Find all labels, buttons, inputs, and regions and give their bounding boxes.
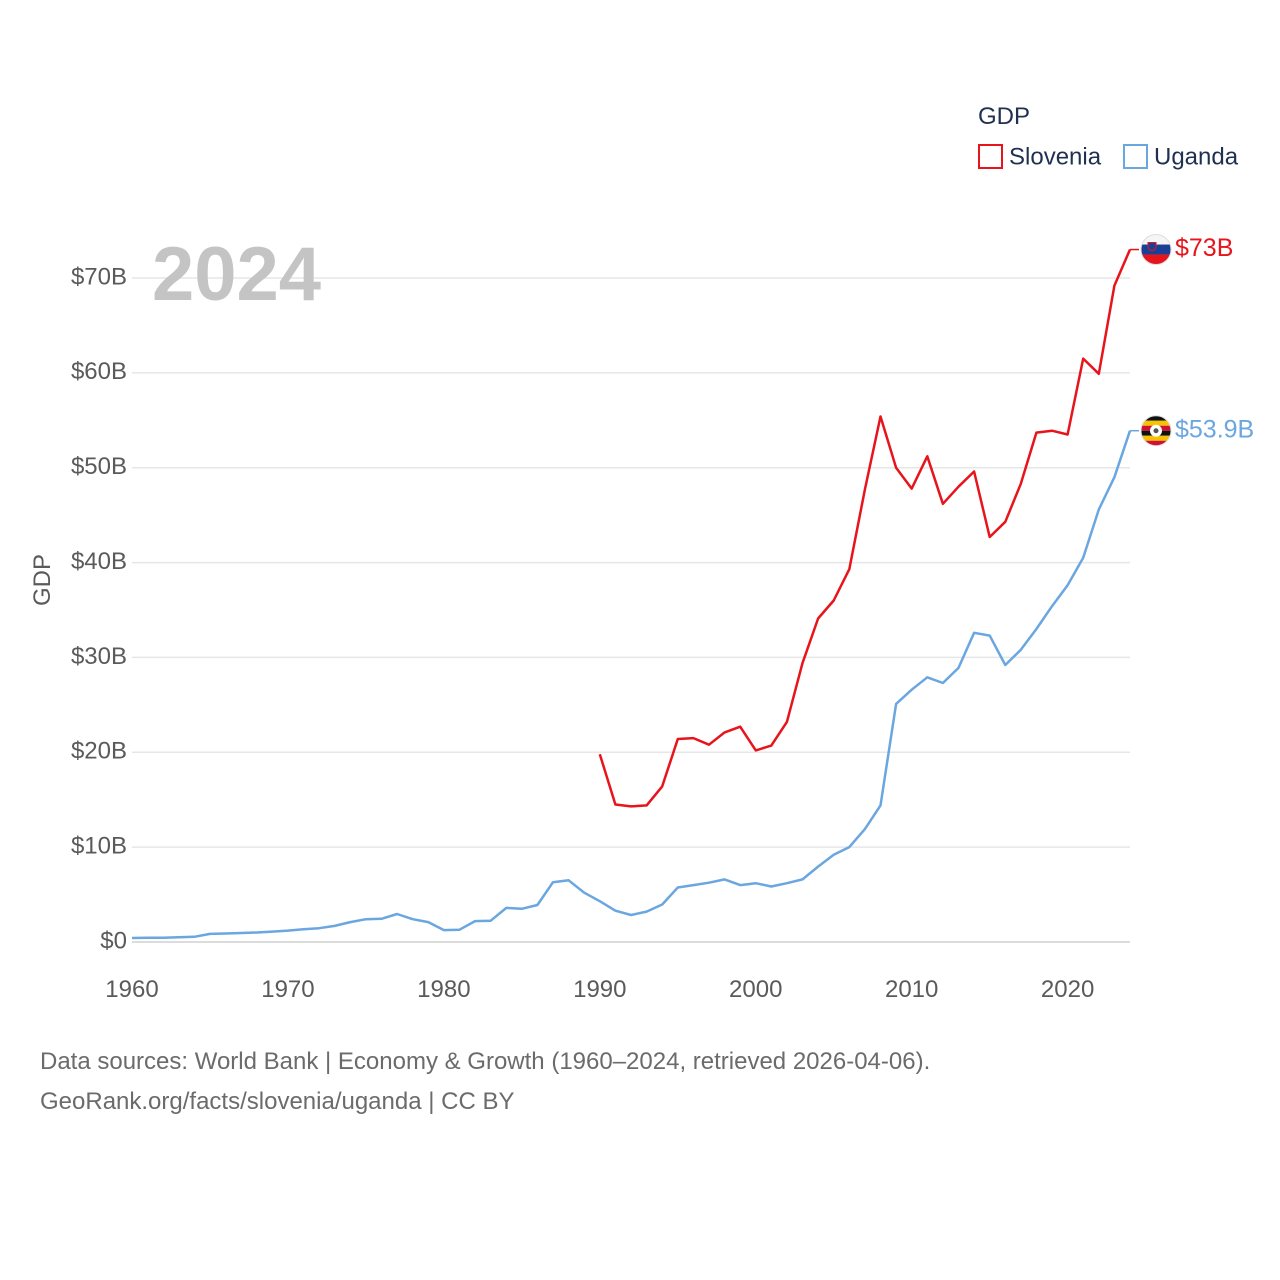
x-tick-label: 1980 [417, 976, 470, 1003]
end-value-slovenia: $73B [1175, 234, 1233, 262]
x-tick-label: 2010 [885, 976, 938, 1003]
legend-label-uganda[interactable]: Uganda [1154, 143, 1239, 170]
series-end-labels: $73B $53.9B [1130, 234, 1254, 447]
y-tick-label: $10B [71, 832, 127, 859]
x-tick-label: 2020 [1041, 976, 1094, 1003]
x-tick-label: 1990 [573, 976, 626, 1003]
legend-label-slovenia[interactable]: Slovenia [1009, 143, 1102, 170]
y-tick-label: $0 [100, 927, 127, 954]
gdp-line-chart: $0$10B$20B$30B$40B$50B$60B$70B 1960 1970 1… [29, 103, 1254, 1003]
x-axis-ticks: 1960 1970 1980 1990 2000 2010 2020 [105, 976, 1094, 1003]
legend: GDP Slovenia Uganda [978, 103, 1239, 170]
y-tick-label: $40B [71, 548, 127, 575]
grid-lines [132, 277, 1130, 943]
legend-swatch-uganda[interactable] [1123, 144, 1148, 169]
end-value-uganda: $53.9B [1175, 415, 1254, 443]
legend-title: GDP [978, 103, 1030, 130]
year-label: 2024 [152, 232, 321, 317]
y-tick-label: $30B [71, 643, 127, 670]
attribution-link[interactable]: GeoRank.org/facts/slovenia/uganda | CC B… [40, 1088, 515, 1115]
legend-swatch-slovenia[interactable] [978, 144, 1003, 169]
series-line-uganda[interactable] [131, 430, 1132, 940]
y-tick-label: $70B [71, 263, 127, 290]
data-sources-note: Data sources: World Bank | Economy & Gro… [40, 1048, 931, 1075]
series-lines [131, 249, 1132, 940]
y-axis-ticks: $0 $10B $20B $30B $40B $50B $60B $70B [71, 263, 127, 954]
y-tick-label: $50B [71, 453, 127, 480]
x-tick-label: 1970 [261, 976, 314, 1003]
slovenia-flag-icon [1140, 234, 1172, 266]
x-tick-label: 2000 [729, 976, 782, 1003]
y-tick-label: $20B [71, 738, 127, 765]
y-tick-label: $60B [71, 358, 127, 385]
x-tick-label: 1960 [105, 976, 158, 1003]
series-line-slovenia[interactable] [598, 249, 1132, 808]
uganda-flag-icon [1140, 415, 1172, 447]
footer: Data sources: World Bank | Economy & Gro… [40, 1042, 930, 1122]
y-axis-label: GDP [29, 554, 56, 606]
